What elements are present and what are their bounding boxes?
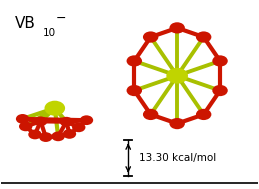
Circle shape: [127, 85, 142, 96]
Circle shape: [196, 109, 211, 120]
Circle shape: [45, 101, 65, 116]
Circle shape: [169, 118, 185, 129]
Circle shape: [143, 31, 159, 43]
Circle shape: [196, 31, 211, 43]
Text: −: −: [56, 12, 66, 25]
Circle shape: [127, 55, 142, 67]
Circle shape: [212, 85, 228, 96]
Text: VB: VB: [15, 16, 36, 31]
Circle shape: [28, 130, 42, 139]
Circle shape: [166, 68, 188, 84]
Text: 13.30 kcal/mol: 13.30 kcal/mol: [139, 153, 216, 163]
Circle shape: [80, 115, 93, 125]
Circle shape: [63, 129, 76, 139]
Circle shape: [72, 122, 85, 132]
Circle shape: [39, 132, 53, 142]
Circle shape: [169, 22, 185, 33]
Circle shape: [19, 122, 32, 131]
Circle shape: [52, 132, 65, 141]
Circle shape: [16, 114, 29, 124]
Text: 10: 10: [43, 28, 56, 38]
Circle shape: [60, 117, 73, 127]
Circle shape: [34, 116, 47, 126]
Circle shape: [143, 109, 159, 120]
Circle shape: [212, 55, 228, 67]
